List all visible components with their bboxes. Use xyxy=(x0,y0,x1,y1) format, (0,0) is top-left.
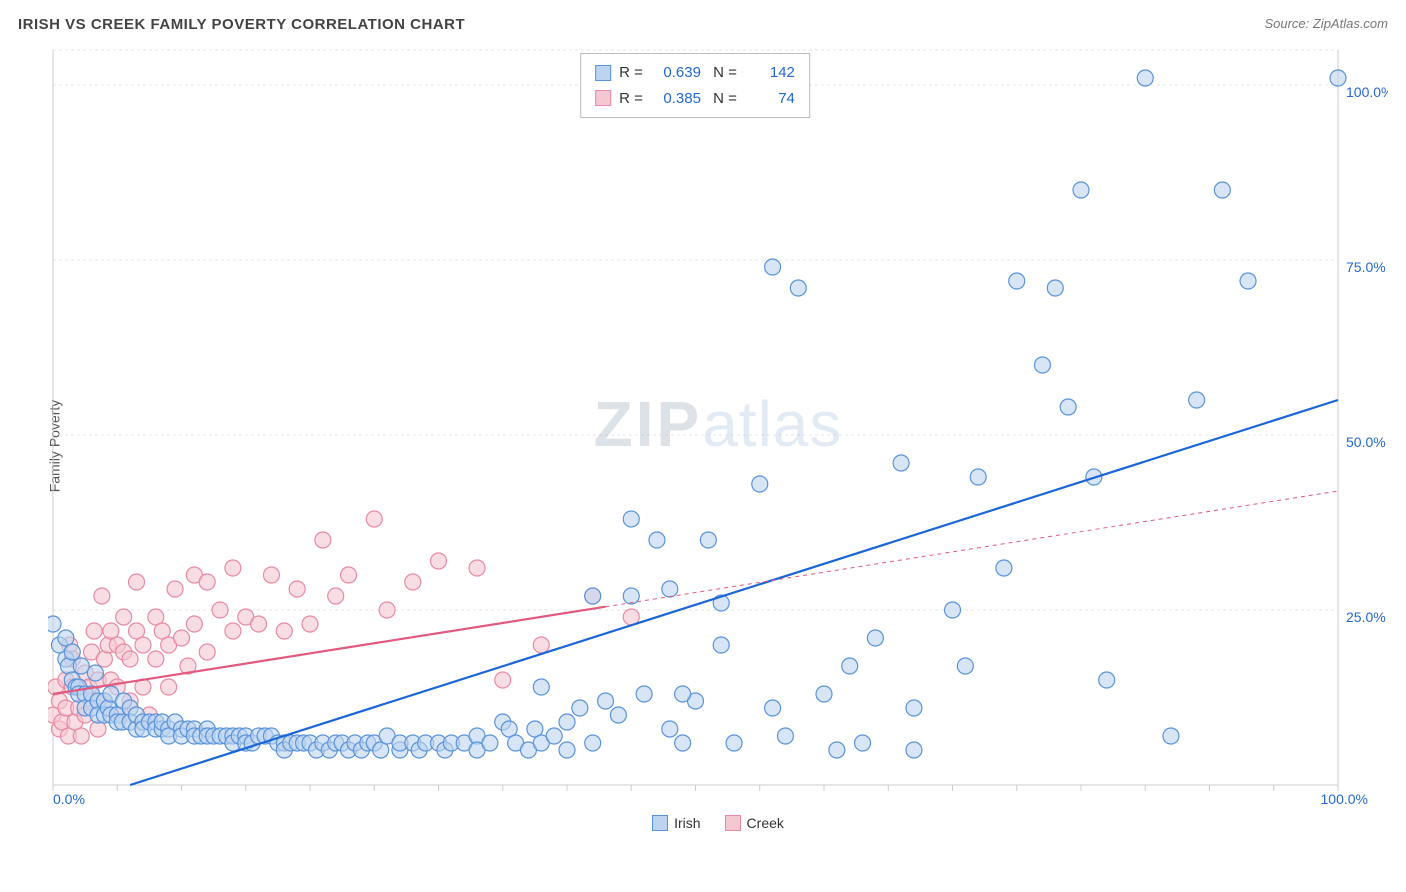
swatch-creek xyxy=(725,815,741,831)
stats-legend-box: R = 0.639 N = 142 R = 0.385 N = 74 xyxy=(580,53,810,118)
chart-header: IRISH VS CREEK FAMILY POVERTY CORRELATIO… xyxy=(0,0,1406,41)
x-max-label: 100.0% xyxy=(1321,791,1368,807)
swatch-irish xyxy=(595,65,611,81)
svg-text:100.0%: 100.0% xyxy=(1346,84,1388,100)
scatter-chart: 25.0% 50.0% 75.0% 100.0% xyxy=(48,45,1388,835)
plot-area: 25.0%50.0%75.0%100.0% ZIPatlas R = 0.639… xyxy=(48,45,1388,835)
swatch-creek xyxy=(595,90,611,106)
svg-text:50.0%: 50.0% xyxy=(1346,434,1386,450)
x-min-label: 0.0% xyxy=(53,791,85,807)
svg-text:75.0%: 75.0% xyxy=(1346,259,1386,275)
legend-item-irish: Irish xyxy=(652,815,700,831)
stats-row-irish: R = 0.639 N = 142 xyxy=(595,60,795,86)
series-legend: Irish Creek xyxy=(48,815,1388,831)
chart-source: Source: ZipAtlas.com xyxy=(1264,16,1388,31)
svg-text:25.0%: 25.0% xyxy=(1346,609,1386,625)
x-axis-labels: 0.0% 100.0% xyxy=(48,791,1388,807)
chart-title: IRISH VS CREEK FAMILY POVERTY CORRELATIO… xyxy=(18,16,465,33)
swatch-irish xyxy=(652,815,668,831)
legend-item-creek: Creek xyxy=(725,815,784,831)
stats-row-creek: R = 0.385 N = 74 xyxy=(595,86,795,112)
